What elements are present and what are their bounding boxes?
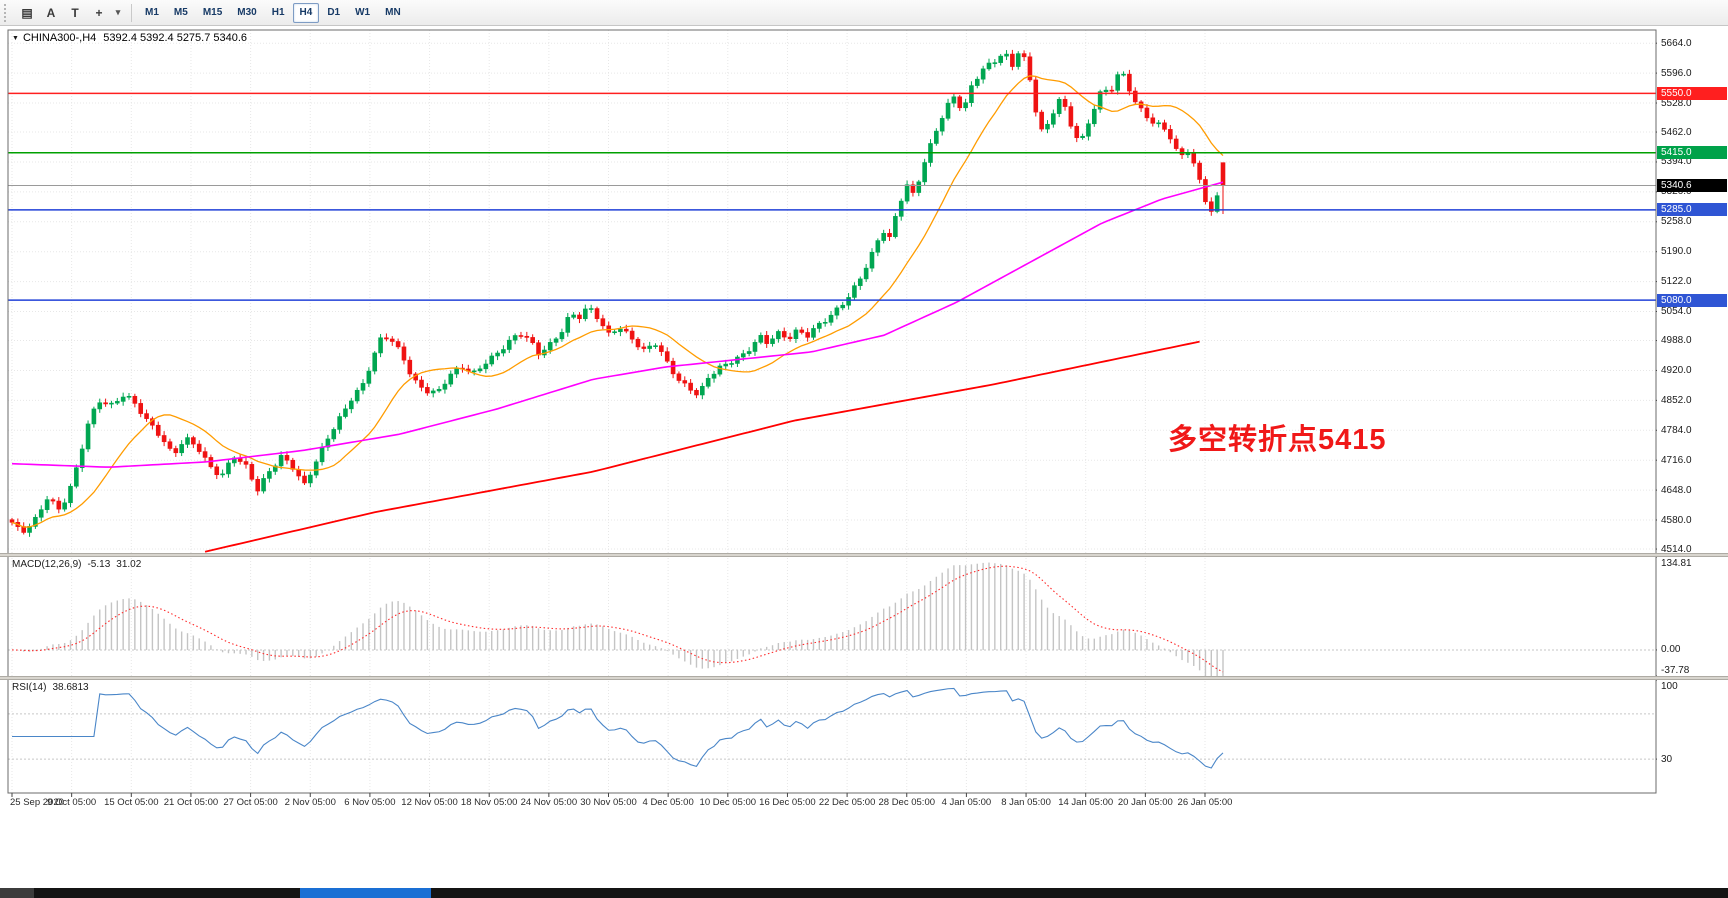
price-tick-label: 5054.0 xyxy=(1661,306,1692,317)
bottom-sliver-left-block xyxy=(0,888,34,898)
macd-axis-label: 134.81 xyxy=(1661,557,1692,569)
timeframe-button-m30[interactable]: M30 xyxy=(237,6,257,18)
bottom-sliver-blue-block xyxy=(300,888,431,898)
price-tick-label: 4920.0 xyxy=(1661,364,1692,376)
price-tick-label: 5258.0 xyxy=(1661,216,1692,228)
toolbar-separator xyxy=(131,3,132,22)
time-axis-label: 9 Oct 05:00 xyxy=(47,797,97,808)
price-tick-label: 5190.0 xyxy=(1661,246,1692,258)
time-axis-label: 18 Nov 05:00 xyxy=(460,797,518,808)
text-label-icon[interactable]: A xyxy=(46,5,56,20)
bid-price-tag: 5340.6 xyxy=(1657,178,1727,192)
time-axis-label: 22 Dec 05:00 xyxy=(818,797,876,808)
crosshair-icon[interactable]: + xyxy=(95,5,103,20)
time-axis-label: 30 Nov 05:00 xyxy=(580,797,637,808)
chart-annotation-text: 多空转折点5415 xyxy=(1168,424,1387,456)
time-axis-label: 24 Nov 05:00 xyxy=(520,797,578,808)
price-tick-label: 5664.0 xyxy=(1661,37,1692,49)
timeframe-button-mn[interactable]: MN xyxy=(385,6,401,18)
time-axis-label: 2 Nov 05:00 xyxy=(284,797,336,808)
time-axis-label: 20 Jan 05:00 xyxy=(1117,797,1173,808)
bottom-window-sliver[interactable] xyxy=(0,888,1728,898)
resistance-price-tag: 5550.0 xyxy=(1657,86,1727,100)
chart-objects-icon[interactable]: ▤ xyxy=(21,5,33,20)
time-axis-label: 16 Dec 05:00 xyxy=(759,797,816,808)
time-axis[interactable]: 25 Sep 2020 9 Oct 05:00 15 Oct 05:00 21 Oct… xyxy=(0,797,1656,813)
toolbar: ▤ A T + ▾ M1 M5 M15 M30 H1 H4 D1 W1 MN xyxy=(0,0,1728,26)
price-tick-label: 4716.0 xyxy=(1661,454,1692,466)
support-price-tag-1: 5285.0 xyxy=(1657,203,1727,217)
time-axis-label: 4 Jan 05:00 xyxy=(941,797,992,808)
price-axis[interactable]: 5664.05596.05528.05462.05394.05326.05258… xyxy=(1657,26,1728,888)
time-axis-label: 12 Nov 05:00 xyxy=(401,797,458,808)
symbol-period: CHINA300-,H4 xyxy=(22,32,97,44)
timeframe-button-w1[interactable]: W1 xyxy=(355,6,371,18)
time-axis-label: 6 Nov 05:00 xyxy=(344,797,396,808)
pane-splitter-rsi[interactable] xyxy=(0,676,1728,680)
price-tick-label: 5122.0 xyxy=(1661,276,1692,288)
macd-indicator-label: MACD(12,26,9) -5.13 31.02 xyxy=(12,559,147,570)
text-box-icon[interactable]: T xyxy=(71,5,79,20)
time-axis-label: 15 Oct 05:00 xyxy=(104,797,159,808)
price-tick-label: 5528.0 xyxy=(1661,97,1692,109)
time-axis-label: 27 Oct 05:00 xyxy=(223,797,278,808)
price-tick-label: 4648.0 xyxy=(1661,484,1692,496)
macd-axis-label: 0.00 xyxy=(1661,644,1681,656)
timeframe-button-d1[interactable]: D1 xyxy=(327,6,341,18)
timeframe-button-h1[interactable]: H1 xyxy=(271,6,285,18)
support-price-tag-2: 5080.0 xyxy=(1657,293,1727,307)
chart-window: ▼ CHINA300-,H4 5392.4 5392.4 5275.7 5340.6… xyxy=(0,26,1728,888)
macd-signal-value: 31.02 xyxy=(116,559,142,570)
rsi-value: 38.6813 xyxy=(52,682,89,693)
price-tick-label: 4514.0 xyxy=(1661,543,1692,555)
price-tick-label: 5462.0 xyxy=(1661,126,1692,138)
time-axis-label: 4 Dec 05:00 xyxy=(642,797,694,808)
chart-title: ▼ CHINA300-,H4 5392.4 5392.4 5275.7 5340.6 xyxy=(12,32,247,44)
price-tick-label: 5394.0 xyxy=(1661,156,1692,168)
price-tick-label: 5596.0 xyxy=(1661,67,1692,79)
time-axis-label: 25 Sep 2020 xyxy=(10,797,64,808)
rsi-axis-label: 30 xyxy=(1661,753,1673,765)
time-axis-label: 21 Oct 05:00 xyxy=(163,797,219,808)
time-axis-label: 8 Jan 05:00 xyxy=(1001,797,1051,808)
time-axis-label: 28 Dec 05:00 xyxy=(878,797,936,808)
macd-name: MACD(12,26,9) xyxy=(12,559,82,570)
symbol-marker-icon: ▼ xyxy=(12,35,19,42)
time-axis-label: 14 Jan 05:00 xyxy=(1058,797,1114,808)
timeframe-button-m1[interactable]: M1 xyxy=(145,6,159,18)
timeframe-button-group: M1 M5 M15 M30 H1 H4 D1 W1 MN xyxy=(138,2,408,23)
pivot-price-tag: 5415.0 xyxy=(1657,146,1727,160)
time-axis-label: 26 Jan 05:00 xyxy=(1177,797,1233,808)
macd-main-value: -5.13 xyxy=(87,559,111,570)
rsi-name: RSI(14) xyxy=(12,682,47,693)
rsi-axis-label: 100 xyxy=(1661,680,1678,692)
timeframe-button-m15[interactable]: M15 xyxy=(202,6,223,18)
ohlc-values: 5392.4 5392.4 5275.7 5340.6 xyxy=(103,32,248,44)
time-axis-label: 10 Dec 05:00 xyxy=(699,797,757,808)
price-tick-label: 4580.0 xyxy=(1661,514,1692,526)
cursor-dropdown-icon[interactable]: ▾ xyxy=(115,7,121,17)
chart-canvas[interactable] xyxy=(0,26,1728,888)
price-tick-label: 4784.0 xyxy=(1661,424,1692,436)
toolbar-drawing-tools: ▤ A T + ▾ xyxy=(15,2,125,24)
price-tick-label: 4988.0 xyxy=(1661,335,1692,347)
price-tick-label: 4852.0 xyxy=(1661,394,1692,406)
timeframe-button-m5[interactable]: M5 xyxy=(173,6,188,18)
macd-axis-label: -37.78 xyxy=(1661,664,1690,676)
toolbar-grip[interactable] xyxy=(4,3,11,22)
pane-splitter-macd[interactable] xyxy=(0,553,1728,557)
rsi-indicator-label: RSI(14) 38.6813 xyxy=(12,682,95,693)
timeframe-button-h4[interactable]: H4 xyxy=(292,2,320,23)
